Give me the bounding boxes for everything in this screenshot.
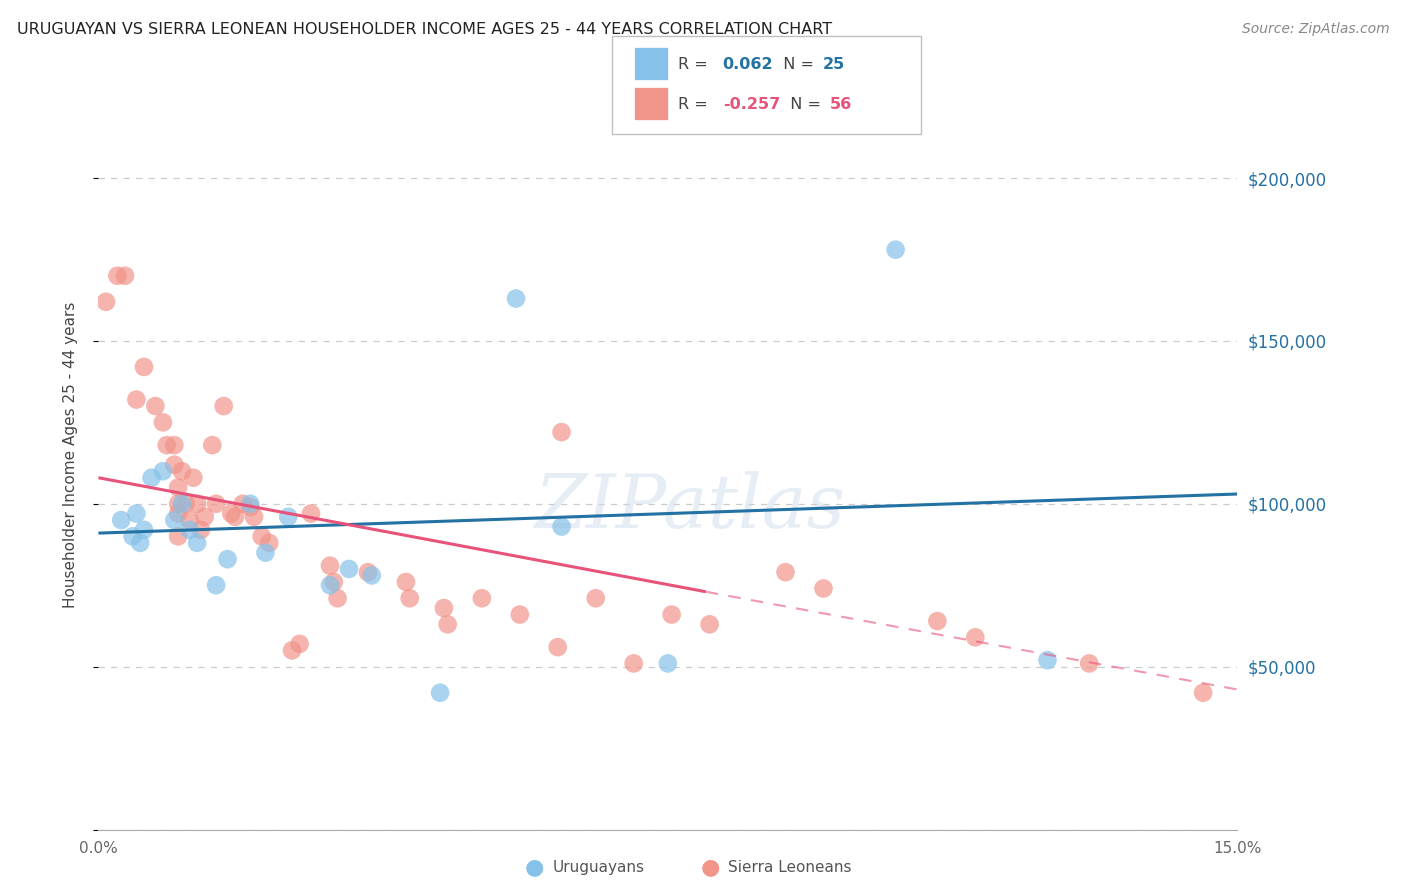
Point: [221, 507, 243, 521]
Point: [965, 631, 987, 645]
Point: [212, 399, 235, 413]
Point: [775, 565, 797, 579]
Point: [326, 591, 349, 606]
Point: [125, 507, 148, 521]
Point: [114, 268, 136, 283]
Point: [585, 591, 607, 606]
Point: [125, 392, 148, 407]
Point: [661, 607, 683, 622]
Point: [281, 643, 304, 657]
Point: [357, 565, 380, 579]
Text: Source: ZipAtlas.com: Source: ZipAtlas.com: [1241, 22, 1389, 37]
Point: [156, 438, 179, 452]
Point: [121, 529, 143, 543]
Point: [163, 438, 186, 452]
Point: [132, 359, 155, 374]
Point: [1192, 686, 1215, 700]
Point: [167, 481, 190, 495]
Point: [152, 415, 174, 429]
Text: 25: 25: [823, 57, 845, 71]
Point: [132, 523, 155, 537]
Point: [505, 292, 527, 306]
Text: ●: ●: [700, 857, 720, 877]
Point: [239, 497, 262, 511]
Point: [360, 568, 382, 582]
Point: [170, 464, 193, 478]
Point: [194, 509, 217, 524]
Point: [436, 617, 458, 632]
Point: [250, 529, 273, 543]
Text: URUGUAYAN VS SIERRA LEONEAN HOUSEHOLDER INCOME AGES 25 - 44 YEARS CORRELATION CH: URUGUAYAN VS SIERRA LEONEAN HOUSEHOLDER …: [17, 22, 832, 37]
Point: [398, 591, 420, 606]
Point: [1078, 657, 1101, 671]
Text: N =: N =: [780, 97, 827, 112]
Point: [471, 591, 494, 606]
Point: [657, 657, 679, 671]
Point: [179, 513, 201, 527]
Point: [205, 497, 228, 511]
Point: [129, 536, 152, 550]
Point: [224, 509, 246, 524]
Point: [205, 578, 228, 592]
Point: [299, 507, 322, 521]
Point: [322, 574, 344, 589]
Point: [547, 640, 569, 654]
Text: Sierra Leoneans: Sierra Leoneans: [728, 860, 852, 874]
Point: [167, 529, 190, 543]
Point: [170, 497, 193, 511]
Point: [232, 497, 254, 511]
Text: -0.257: -0.257: [723, 97, 780, 112]
Point: [163, 458, 186, 472]
Point: [319, 578, 342, 592]
Point: [395, 574, 418, 589]
Point: [699, 617, 721, 632]
Point: [163, 513, 186, 527]
Point: [509, 607, 531, 622]
Point: [277, 509, 299, 524]
Point: [145, 399, 167, 413]
Point: [167, 497, 190, 511]
Point: [141, 471, 163, 485]
Y-axis label: Householder Income Ages 25 - 44 years: Householder Income Ages 25 - 44 years: [63, 301, 77, 608]
Text: 0.062: 0.062: [723, 57, 773, 71]
Text: R =: R =: [678, 57, 713, 71]
Text: 56: 56: [830, 97, 852, 112]
Point: [927, 614, 949, 628]
Point: [813, 582, 835, 596]
Point: [429, 686, 451, 700]
Text: R =: R =: [678, 97, 713, 112]
Text: N =: N =: [773, 57, 820, 71]
Point: [623, 657, 645, 671]
Text: ZIPatlas: ZIPatlas: [536, 471, 846, 543]
Point: [201, 438, 224, 452]
Text: Uruguayans: Uruguayans: [553, 860, 644, 874]
Point: [183, 471, 205, 485]
Point: [167, 507, 190, 521]
Point: [186, 536, 208, 550]
Text: ●: ●: [524, 857, 544, 877]
Point: [239, 500, 262, 514]
Point: [190, 523, 212, 537]
Point: [94, 294, 117, 309]
Point: [174, 497, 197, 511]
Point: [217, 552, 239, 566]
Point: [337, 562, 360, 576]
Point: [259, 536, 281, 550]
Point: [107, 268, 129, 283]
Point: [550, 425, 572, 439]
Point: [152, 464, 174, 478]
Point: [433, 601, 456, 615]
Point: [1036, 653, 1059, 667]
Point: [254, 546, 277, 560]
Point: [186, 497, 208, 511]
Point: [179, 523, 201, 537]
Point: [110, 513, 132, 527]
Point: [550, 519, 572, 533]
Point: [243, 509, 266, 524]
Point: [884, 243, 907, 257]
Point: [319, 558, 342, 573]
Point: [288, 637, 311, 651]
